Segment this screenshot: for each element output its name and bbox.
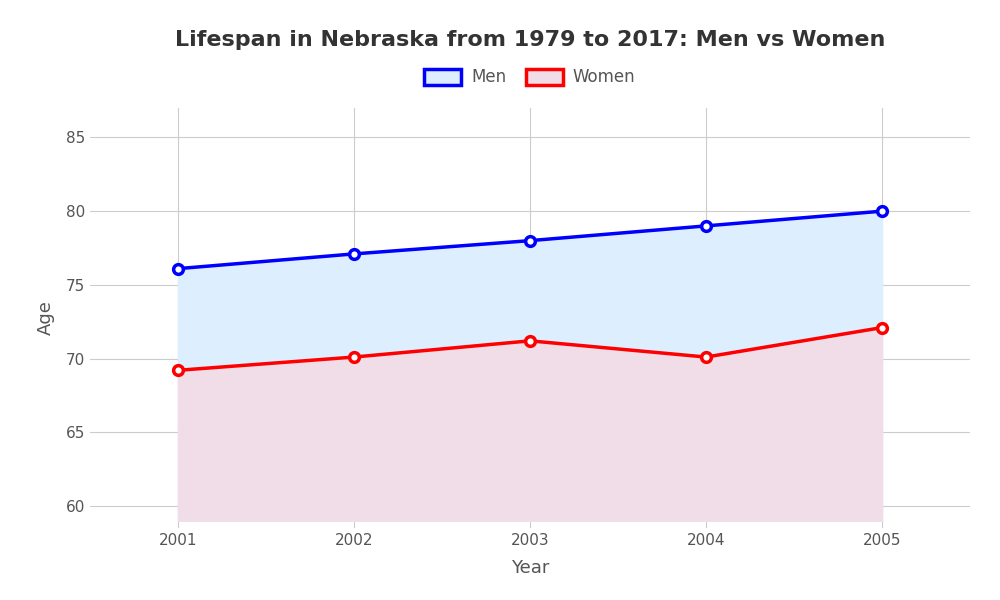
Legend: Men, Women: Men, Women xyxy=(418,62,642,93)
X-axis label: Year: Year xyxy=(511,559,549,577)
Y-axis label: Age: Age xyxy=(37,301,55,335)
Title: Lifespan in Nebraska from 1979 to 2017: Men vs Women: Lifespan in Nebraska from 1979 to 2017: … xyxy=(175,29,885,49)
